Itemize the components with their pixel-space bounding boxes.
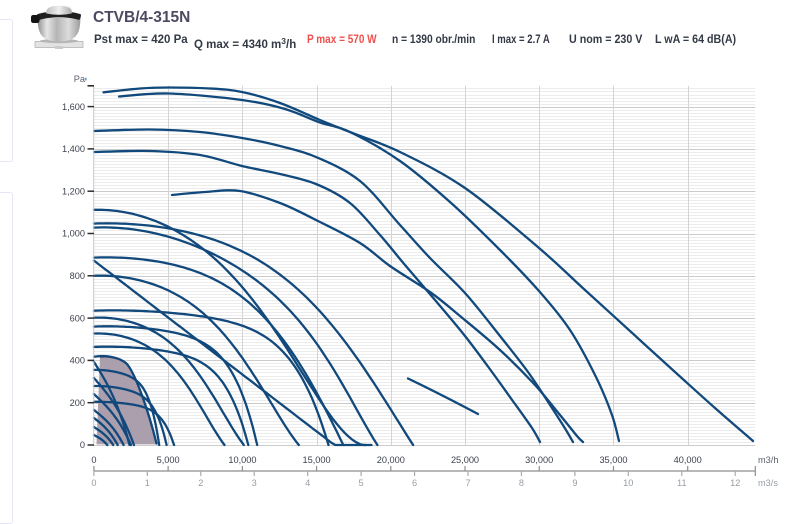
svg-text:400: 400 — [70, 356, 85, 366]
svg-text:9: 9 — [572, 478, 577, 488]
svg-text:20,000: 20,000 — [377, 455, 405, 465]
svg-text:5: 5 — [359, 478, 364, 488]
svg-text:0: 0 — [91, 478, 96, 488]
svg-text:40,000: 40,000 — [674, 455, 702, 465]
svg-text:1,000: 1,000 — [62, 229, 85, 239]
svg-text:1,400: 1,400 — [62, 144, 85, 154]
svg-text:12: 12 — [730, 478, 740, 488]
svg-text:1,200: 1,200 — [62, 186, 85, 196]
svg-text:600: 600 — [70, 313, 85, 323]
svg-text:200: 200 — [70, 398, 85, 408]
svg-text:4: 4 — [305, 478, 310, 488]
svg-text:Pa: Pa — [74, 74, 86, 84]
svg-text:25,000: 25,000 — [451, 455, 479, 465]
svg-text:800: 800 — [70, 271, 85, 281]
svg-text:0: 0 — [91, 455, 96, 465]
svg-text:0: 0 — [80, 440, 85, 450]
svg-text:3: 3 — [252, 478, 257, 488]
svg-text:6: 6 — [412, 478, 417, 488]
svg-text:1,600: 1,600 — [62, 102, 85, 112]
svg-text:35,000: 35,000 — [599, 455, 627, 465]
svg-text:m3/h: m3/h — [758, 455, 778, 465]
svg-text:10,000: 10,000 — [228, 455, 256, 465]
svg-text:1: 1 — [145, 478, 150, 488]
svg-text:5,000: 5,000 — [157, 455, 180, 465]
svg-text:10: 10 — [623, 478, 633, 488]
svg-text:15,000: 15,000 — [303, 455, 331, 465]
svg-text:7: 7 — [465, 478, 470, 488]
svg-text:11: 11 — [677, 478, 687, 488]
svg-text:m3/s: m3/s — [758, 478, 778, 488]
svg-text:30,000: 30,000 — [525, 455, 553, 465]
svg-text:8: 8 — [519, 478, 524, 488]
svg-text:2: 2 — [198, 478, 203, 488]
